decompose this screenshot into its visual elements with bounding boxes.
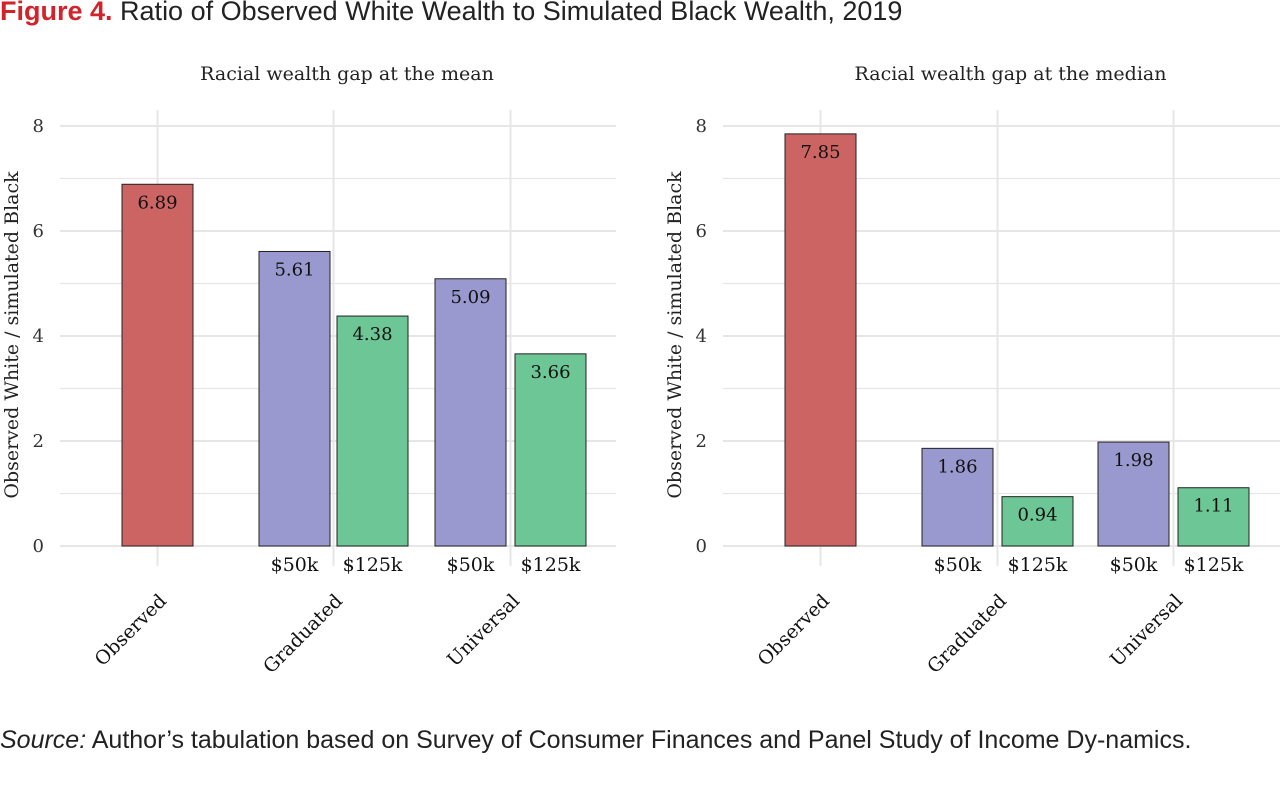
bar (336, 315, 409, 547)
bar (1097, 441, 1170, 547)
y-tick-label: 8 (696, 116, 707, 137)
bar-value-label: 6.89 (137, 192, 177, 213)
category-label: Universal (1106, 590, 1187, 671)
bar (121, 183, 194, 547)
category-label: Graduated (923, 590, 1011, 678)
source-text: Author’s tabulation based on Survey of C… (91, 726, 1192, 754)
y-tick-label: 4 (696, 326, 707, 347)
bar (258, 250, 331, 547)
bar-value-label: 4.38 (352, 324, 392, 345)
y-tick-label: 2 (33, 431, 44, 452)
y-tick-label: 0 (33, 536, 44, 557)
category-label: Universal (443, 590, 524, 671)
y-axis-label: Observed White / simulated Black (664, 171, 686, 499)
figure-number: Figure 4. (0, 0, 113, 26)
y-tick-label: 4 (33, 326, 44, 347)
category-label: Graduated (259, 590, 347, 678)
bar-sublabel: $50k (447, 554, 495, 576)
charts-canvas: Racial wealth gap at the mean 0 2 4 6 8 Observ… (1, 63, 1280, 678)
median-gap-panel: Racial wealth gap at the median 0 2 4 6 8 Obse… (664, 63, 1280, 678)
bar-sublabel: $50k (271, 554, 319, 576)
bar-sublabel: $125k (343, 554, 403, 576)
bar (434, 278, 507, 547)
bar (784, 133, 857, 547)
bar-value-label: 3.66 (530, 362, 570, 383)
source-label: Source: (0, 726, 87, 754)
bar-value-label: 7.85 (800, 142, 840, 163)
bar-value-label: 5.09 (450, 287, 490, 308)
y-tick-label: 0 (696, 536, 707, 557)
bar (921, 447, 994, 547)
bar-sublabel: $125k (1008, 554, 1068, 576)
category-label: Observed (753, 590, 834, 671)
bar-value-label: 5.61 (274, 259, 314, 280)
bar-value-label: 0.94 (1017, 505, 1057, 526)
panel-title: Racial wealth gap at the mean (200, 63, 494, 85)
category-label: Observed (90, 590, 171, 671)
bar-sublabel: $125k (521, 554, 581, 576)
y-tick-label: 8 (33, 116, 44, 137)
bar-sublabel: $50k (934, 554, 982, 576)
bar (1177, 487, 1250, 547)
y-tick-label: 2 (696, 431, 707, 452)
bar-value-label: 1.86 (937, 456, 977, 477)
bar (1001, 496, 1074, 547)
y-axis-label: Observed White / simulated Black (1, 171, 23, 499)
bar-value-label: 1.98 (1113, 450, 1153, 471)
bar-value-label: 1.11 (1193, 496, 1233, 517)
figure-title: Figure 4. Ratio of Observed White Wealth… (0, 0, 902, 27)
figure-title-text: Ratio of Observed White Wealth to Simula… (120, 0, 903, 26)
bar-sublabel: $125k (1184, 554, 1244, 576)
source-note: Source: Author’s tabulation based on Sur… (0, 722, 1270, 758)
bar-sublabel: $50k (1110, 554, 1158, 576)
bar (514, 353, 587, 547)
y-tick-label: 6 (696, 221, 707, 242)
panel-title: Racial wealth gap at the median (855, 63, 1167, 85)
y-tick-label: 6 (33, 221, 44, 242)
mean-gap-panel: Racial wealth gap at the mean 0 2 4 6 8 Observ… (1, 63, 616, 678)
